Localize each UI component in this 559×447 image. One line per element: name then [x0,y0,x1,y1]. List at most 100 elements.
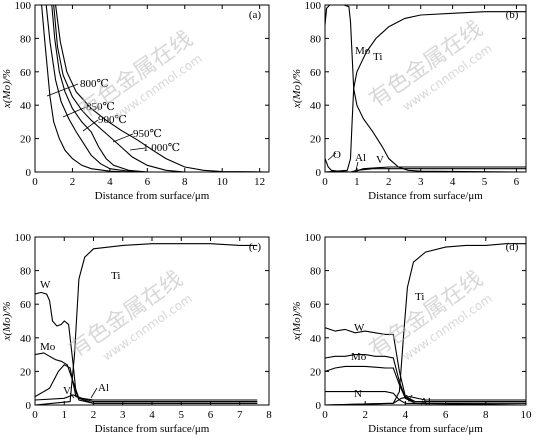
series-annotation: 800℃ [80,78,109,90]
x-tick-label: 2 [70,176,76,188]
y-tick-label: 100 [15,232,32,244]
y-tick-label: 80 [310,33,322,45]
y-tick-label: 80 [310,266,322,278]
series-annotation: Mo [40,341,56,353]
series-annotation: W [354,322,365,334]
x-axis-label: Distance from surface/μm [95,190,210,202]
series-line-n [325,391,526,405]
y-axis-label: x(Mo)/% [291,301,303,341]
y-axis-label: x(Mo)/% [291,69,303,109]
series-line-w [35,291,258,404]
y-tick-label: 80 [20,33,32,45]
series-annotation: Al [420,396,431,408]
annotation-leader [69,392,75,399]
y-tick-label: 0 [316,400,322,412]
y-tick-label: 20 [20,134,32,146]
series-line-v [35,364,258,403]
annotation-leader [82,119,99,132]
series-line-v [325,365,526,403]
annotation-leader [62,106,87,118]
series-line-ti [35,243,258,405]
y-tick-label: 40 [310,100,322,112]
y-tick-label: 40 [20,100,32,112]
x-tick-label: 4 [450,176,456,188]
y-tick-label: 40 [20,333,32,345]
chart-panel-1: 0 2 4 6 8 10 12 0 20 40 60 80 100 (a) Distance from su… [1,0,270,202]
x-axis-label: Distance from surface/μm [368,423,483,435]
y-tick-label: 60 [310,299,322,311]
y-tick-label: 80 [20,266,32,278]
y-tick-label: 20 [310,366,322,378]
series-annotation: N [354,388,362,400]
x-tick-label: 10 [217,176,229,188]
series-annotation: O [333,149,341,161]
x-tick-label: 6 [208,409,214,421]
x-tick-label: 6 [145,176,151,188]
panel-label: (b) [506,9,519,21]
plot-frame [324,236,527,406]
x-tick-label: 2 [386,176,392,188]
x-tick-label: 0 [322,176,328,188]
annotation-leader [46,83,79,97]
series-line-mo [35,352,258,404]
series-annotation: Ti [415,291,424,303]
x-tick-label: 4 [403,409,409,421]
x-tick-label: 12 [254,176,265,188]
x-tick-label: 3 [418,176,424,188]
panel-label: (d) [506,241,519,253]
annotation-leader [112,133,134,143]
series-line-v [325,166,526,172]
annotation-leader [129,147,146,151]
series-annotation: Al [98,382,109,394]
x-tick-label: 5 [179,409,185,421]
x-tick-label: 4 [107,176,113,188]
x-tick-label: 4 [149,409,155,421]
series-annotation: 950℃ [133,128,162,140]
y-tick-label: 100 [305,232,322,244]
y-tick-label: 20 [310,134,322,146]
series-line-al [35,394,258,401]
x-tick-label: 0 [322,409,328,421]
x-tick-label: 1 [62,409,68,421]
series-annotation: V [405,393,413,405]
annotation-leader [355,161,359,171]
x-axis-label: Distance from surface/μm [95,423,210,435]
series-annotation: V [63,385,71,397]
series-annotation: Ti [373,51,382,63]
x-axis-label: Distance from surface/μm [368,190,483,202]
y-tick-label: 60 [310,67,322,79]
y-axis-label: x(Mo)/% [1,301,13,341]
y-axis-label: x(Mo)/% [1,69,13,109]
series-annotation: Al [355,152,366,164]
series-line-al [325,168,526,172]
y-tick-label: 100 [305,0,322,12]
annotation-leader [90,387,98,399]
x-tick-label: 7 [237,409,243,421]
y-tick-label: 20 [20,366,32,378]
x-tick-label: 3 [120,409,126,421]
series-line-ti [325,11,526,172]
series-line-800 [35,5,129,172]
y-tick-label: 60 [20,299,32,311]
x-tick-label: 10 [521,409,533,421]
y-tick-label: 0 [26,167,32,179]
x-tick-label: 6 [443,409,449,421]
x-tick-label: 5 [482,176,488,188]
series-annotation: W [40,279,51,291]
panel-label: (a) [249,9,262,21]
series-line-1000 [35,5,269,172]
series-line-950 [35,5,185,172]
series-annotation: Mo [355,45,371,57]
series-line-o [325,158,526,172]
series-line-ti [325,243,526,405]
series-annotation: V [376,154,384,166]
series-annotation: 900℃ [98,114,127,126]
series-annotation: Ti [111,270,120,282]
x-tick-label: 0 [32,176,38,188]
